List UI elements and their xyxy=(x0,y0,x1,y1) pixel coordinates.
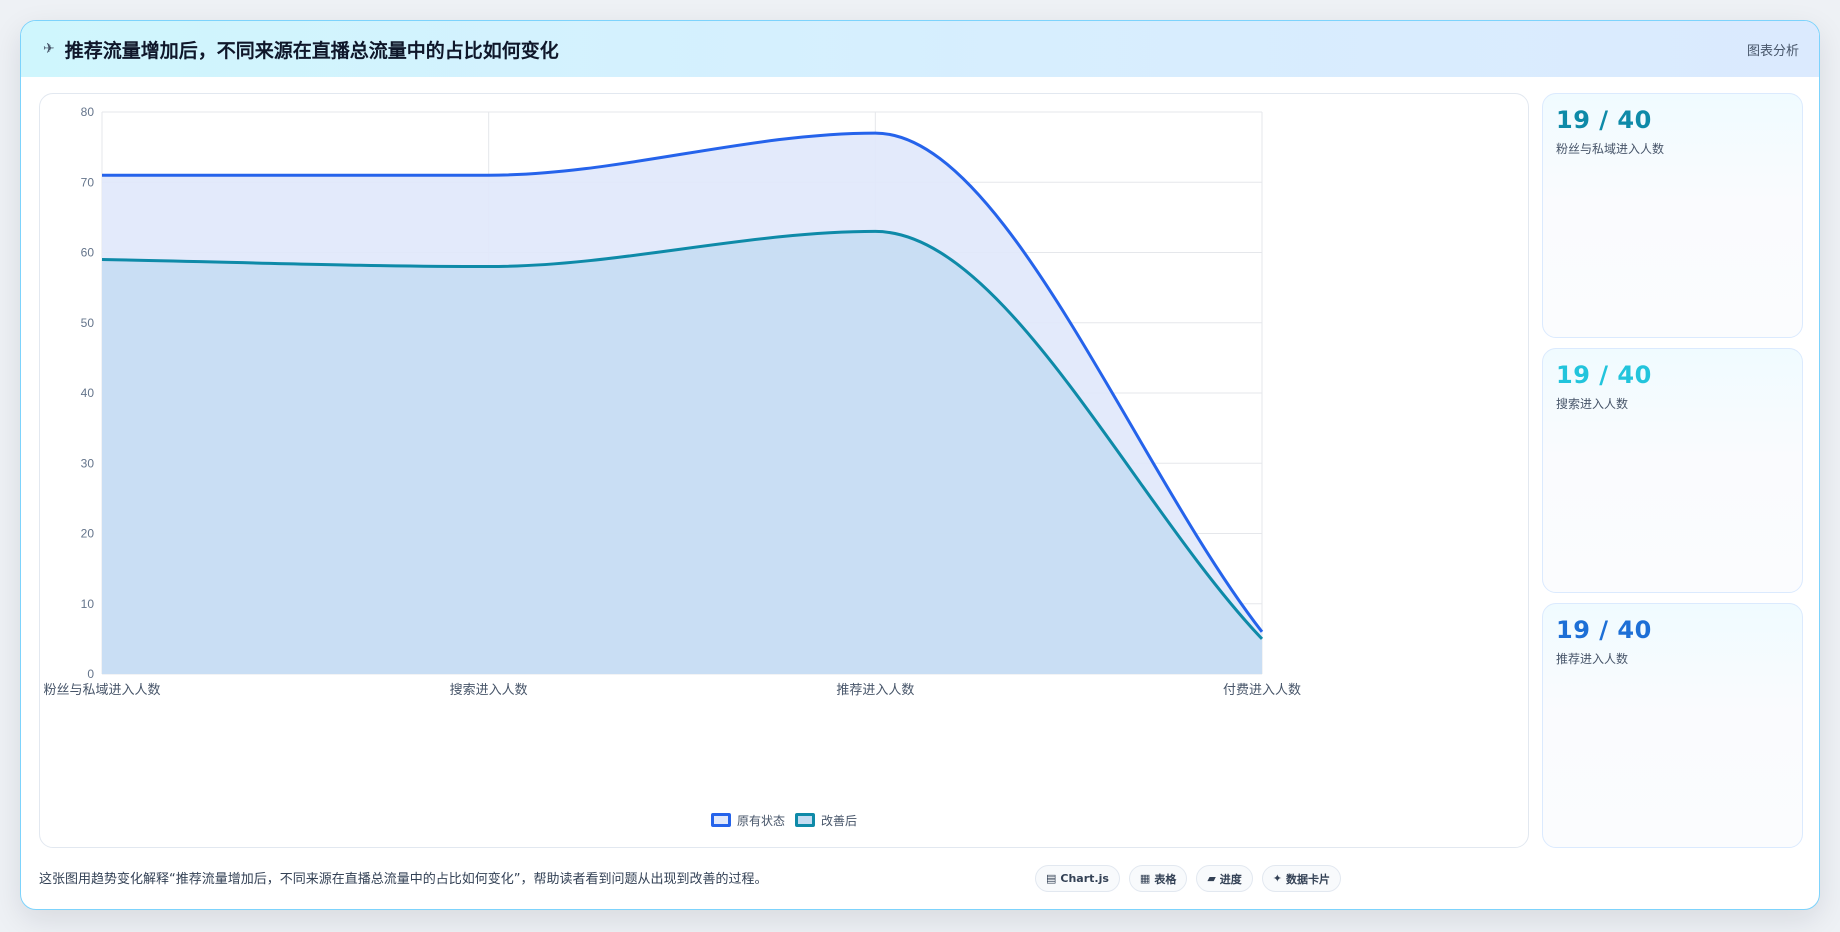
legend-item-original[interactable]: 原有状态 xyxy=(710,812,785,829)
chip-label-progress: 进度 xyxy=(1219,872,1242,886)
stat-value-search: 19 / 40 xyxy=(1556,361,1652,389)
stat-label-search: 搜索进入人数 xyxy=(1556,397,1629,411)
stat-label-recommend: 推荐进入人数 xyxy=(1556,652,1629,666)
feature-chips: ▤ Chart.js ▦ 表格 ▰ 进度 ✦ 数据卡片 xyxy=(1035,865,1342,892)
title-wrap: ✈ 推荐流量增加后，不同来源在直播总流量中的占比如何变化 xyxy=(43,36,559,63)
card-footer: 这张图用趋势变化解释“推荐流量增加后，不同来源在直播总流量中的占比如何变化”，帮… xyxy=(39,865,1799,895)
y-tick-label: 0 xyxy=(87,667,94,681)
chip-label-datacard: 数据卡片 xyxy=(1286,872,1331,886)
series-line-0 xyxy=(102,131,1264,633)
sparkle-icon: ✦ xyxy=(1272,872,1283,885)
legend-label-improved: 改善后 xyxy=(821,813,858,828)
chip-label-table: 表格 xyxy=(1154,872,1177,886)
series-area-1 xyxy=(102,231,1262,675)
chip-table[interactable]: ▦ 表格 xyxy=(1128,865,1188,892)
stat-card-search: 19 / 40 搜索进入人数 xyxy=(1542,348,1803,593)
chip-datacard[interactable]: ✦ 数据卡片 xyxy=(1261,865,1342,892)
legend-swatch-original xyxy=(710,813,731,827)
area-chart: 0 10 20 30 40 50 60 70 80 粉丝与私域进入人数 搜索进入人数 推荐进入人数 付费… xyxy=(43,105,1301,698)
y-tick-label: 80 xyxy=(81,105,95,119)
y-tick-label: 70 xyxy=(81,175,95,189)
stat-cards: 19 / 40 粉丝与私域进入人数 19 / 40 搜索进入人数 19 / 40… xyxy=(1542,93,1803,848)
y-tick-label: 10 xyxy=(81,597,95,611)
legend-swatch-improved xyxy=(795,813,815,827)
stat-card-fans: 19 / 40 粉丝与私域进入人数 xyxy=(1542,93,1803,338)
y-tick-label: 60 xyxy=(81,246,95,260)
series-line-1 xyxy=(101,229,1264,640)
chart-legend: 原有状态 改善后 xyxy=(40,810,1528,830)
y-tick-label: 40 xyxy=(81,386,95,400)
chart-description: 这张图用趋势变化解释“推荐流量增加后，不同来源在直播总流量中的占比如何变化”，帮… xyxy=(39,872,768,887)
chart-icon: ▤ xyxy=(1046,872,1057,885)
chip-chartjs[interactable]: ▤ Chart.js xyxy=(1035,865,1120,892)
chart-analysis-link[interactable]: 图表分析 xyxy=(1746,43,1799,59)
page-title: 推荐流量增加后，不同来源在直播总流量中的占比如何变化 xyxy=(64,39,559,62)
stat-label-fans: 粉丝与私域进入人数 xyxy=(1556,142,1665,156)
stat-value-recommend: 19 / 40 xyxy=(1556,616,1652,644)
chart-card: ✈ 推荐流量增加后，不同来源在直播总流量中的占比如何变化 图表分析 0 10 20 3… xyxy=(20,20,1820,910)
legend-item-improved[interactable]: 改善后 xyxy=(795,812,857,829)
y-tick-label: 30 xyxy=(81,456,95,470)
progress-icon: ▰ xyxy=(1207,872,1216,885)
x-tick-label: 粉丝与私域进入人数 xyxy=(43,683,160,698)
y-tick-label: 20 xyxy=(81,527,95,541)
chart-panel: 0 10 20 30 40 50 60 70 80 粉丝与私域进入人数 搜索进入人数 推荐进入人数 付费… xyxy=(39,93,1529,848)
y-tick-label: 50 xyxy=(81,316,95,330)
table-icon: ▦ xyxy=(1139,872,1151,885)
chip-progress[interactable]: ▰ 进度 xyxy=(1196,865,1253,892)
x-tick-label: 搜索进入人数 xyxy=(450,683,528,698)
stat-card-recommend: 19 / 40 推荐进入人数 xyxy=(1542,603,1803,848)
stat-value-fans: 19 / 40 xyxy=(1556,106,1652,134)
chip-label-chartjs: Chart.js xyxy=(1060,872,1109,885)
plane-icon: ✈ xyxy=(43,41,55,57)
card-header: ✈ 推荐流量增加后，不同来源在直播总流量中的占比如何变化 图表分析 xyxy=(21,21,1819,77)
x-tick-label: 付费进入人数 xyxy=(1223,683,1301,698)
legend-label-original: 原有状态 xyxy=(736,813,785,828)
x-tick-label: 推荐进入人数 xyxy=(836,683,914,698)
